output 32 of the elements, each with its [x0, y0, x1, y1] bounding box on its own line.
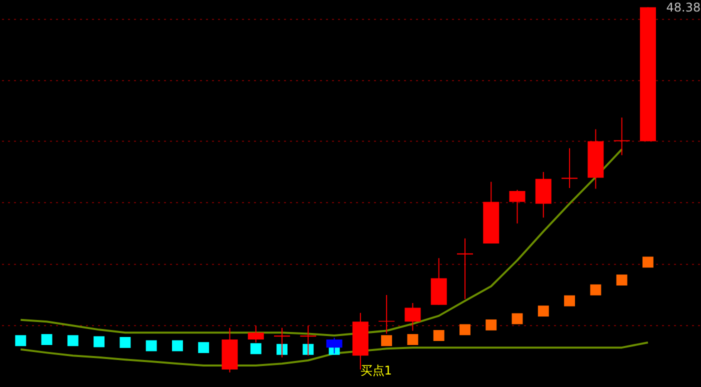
candlestick — [509, 189, 526, 224]
point — [94, 336, 105, 348]
text: 48.38 — [666, 0, 701, 14]
point — [41, 334, 52, 346]
point — [407, 334, 418, 346]
point — [381, 335, 392, 346]
point — [302, 344, 314, 355]
point — [538, 306, 549, 317]
point — [146, 340, 157, 352]
point — [67, 335, 78, 346]
point — [250, 343, 262, 354]
point — [433, 330, 444, 341]
candlestick — [562, 148, 578, 189]
point — [564, 295, 576, 306]
candlestick — [456, 238, 473, 300]
point — [460, 324, 470, 336]
candlestick — [300, 325, 316, 356]
point — [486, 319, 497, 330]
point — [590, 284, 602, 296]
candlestick — [248, 325, 264, 343]
point — [642, 256, 654, 268]
point — [512, 313, 523, 324]
point — [120, 336, 131, 348]
point — [15, 335, 26, 346]
candlestick — [274, 327, 290, 358]
point — [198, 342, 210, 354]
point — [172, 340, 183, 352]
point — [616, 274, 628, 286]
point — [276, 344, 288, 355]
candlestick — [404, 302, 421, 332]
candlestick — [614, 117, 630, 156]
annotation: 买点1 — [360, 364, 392, 378]
